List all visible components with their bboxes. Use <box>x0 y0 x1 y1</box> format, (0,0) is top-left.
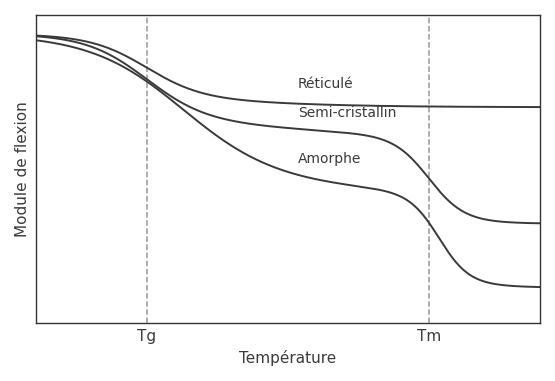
Text: Semi-cristallin: Semi-cristallin <box>298 106 396 120</box>
Text: Réticulé: Réticulé <box>298 77 354 91</box>
Y-axis label: Module de flexion: Module de flexion <box>15 101 30 237</box>
Text: Amorphe: Amorphe <box>298 152 361 166</box>
X-axis label: Température: Température <box>239 350 336 366</box>
